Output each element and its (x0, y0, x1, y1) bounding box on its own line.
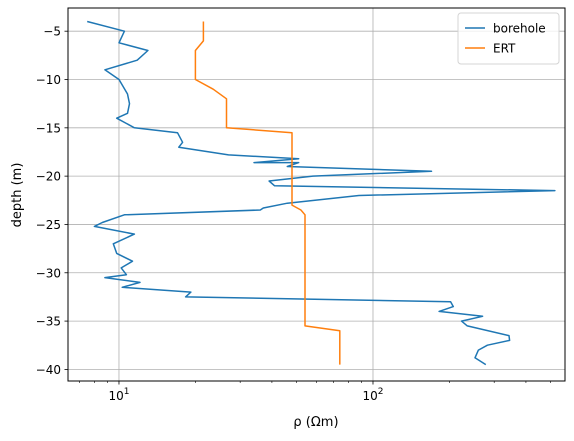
y-tick-label: −15 (36, 121, 61, 135)
y-tick-label: −35 (36, 315, 61, 329)
legend: borehole ERT (457, 12, 560, 65)
y-tick-label: −25 (36, 218, 61, 232)
x-axis-label: ρ (Ωm) (293, 415, 338, 430)
legend-frame (457, 12, 560, 65)
y-tick-label: −40 (36, 363, 61, 377)
x-tick-label: 101 (108, 387, 129, 403)
y-axis: −5 −10 −15 −20 −25 −30 −35 −40 (36, 25, 68, 377)
x-axis: 101 102 (79, 381, 551, 403)
legend-label: ERT (493, 42, 516, 56)
y-tick-label: −5 (43, 25, 61, 39)
legend-label: borehole (493, 22, 546, 36)
series-line-borehole (87, 20, 556, 366)
y-tick-label: −30 (36, 266, 61, 280)
x-tick-label: 102 (362, 387, 383, 403)
series-layer (87, 20, 556, 366)
y-axis-label: depth (m) (10, 163, 25, 228)
y-tick-label: −10 (36, 73, 61, 87)
series-line-ert (194, 21, 341, 365)
y-tick-label: −20 (36, 170, 61, 184)
